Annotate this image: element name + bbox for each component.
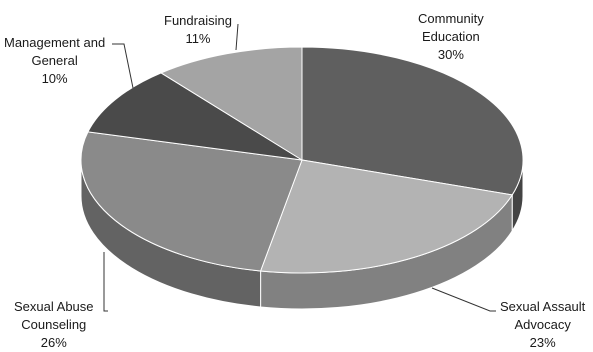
- pie-slice-1: [259, 159, 514, 274]
- label-sexual-abuse-counseling: Sexual Abuse Counseling 26%: [14, 299, 94, 350]
- leader-lines: [103, 23, 496, 312]
- label-management-and-general: Management and General 10%: [4, 35, 106, 86]
- pie-slice-0: [301, 46, 524, 196]
- leader-line-0: [235, 23, 239, 51]
- leader-line-1: [112, 43, 134, 89]
- pie-slice-4: [160, 46, 303, 161]
- leader-line-2: [103, 252, 108, 312]
- pie-tops: [80, 46, 524, 274]
- label-community-education: Community Education 30%: [418, 11, 484, 62]
- pie-slice-2: [80, 131, 303, 272]
- label-fundraising: Fundraising 11%: [164, 13, 232, 46]
- label-sexual-assault-advocacy: Sexual Assault Advocacy 23%: [500, 299, 586, 350]
- pie-slice-3: [87, 72, 303, 161]
- leader-line-3: [431, 287, 496, 312]
